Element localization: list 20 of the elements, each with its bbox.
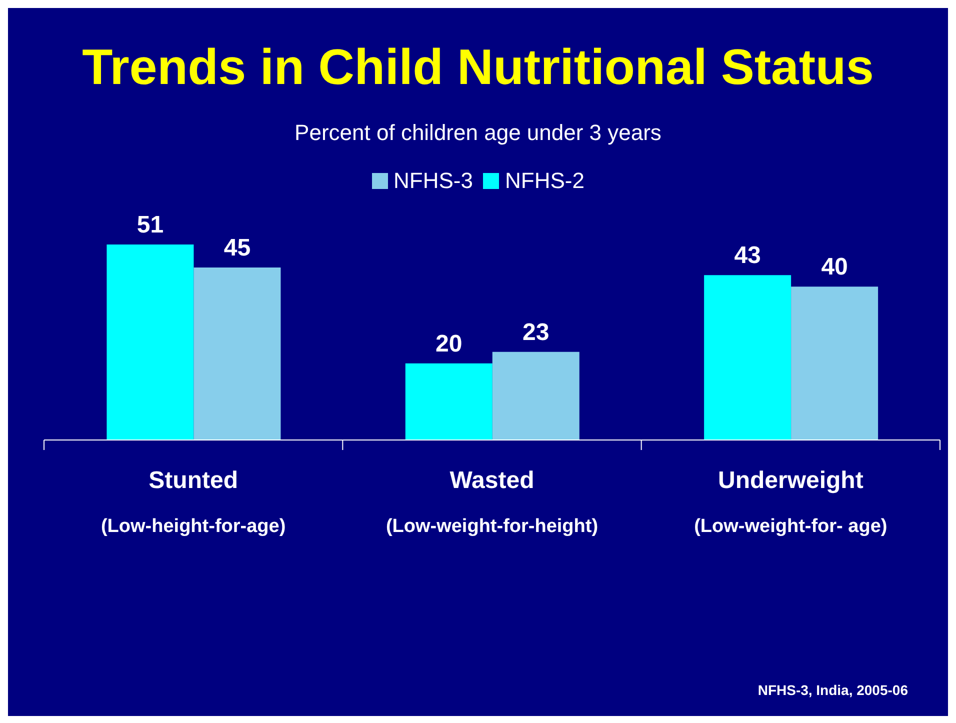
bar [194,268,281,440]
bar [106,244,194,440]
legend-label: NFHS-2 [504,168,584,194]
bar [492,352,580,440]
bar [791,286,878,440]
bar [704,275,792,440]
chart-title: Trends in Child Nutritional Status [81,38,875,96]
bar [405,363,492,440]
x-tick-label: Stunted (Low-height-for-age) [100,467,286,537]
chart-subtitle: Percent of children age under 3 years [294,120,662,146]
text: NFHS-3, India, 2005-06 [758,682,908,698]
data-label: 20 [436,330,462,358]
data-label: 51 [136,212,164,238]
legend-label: NFHS-3 [392,168,473,194]
data-label: 23 [522,318,550,346]
data-label: 43 [734,242,761,270]
x-tick-label: Underweight (Low-weight-for- age) [694,467,888,537]
data-label: 45 [224,234,251,262]
x-tick-label: Wasted (Low-weight-for-height) [386,467,598,537]
data-label: 40 [821,254,848,281]
